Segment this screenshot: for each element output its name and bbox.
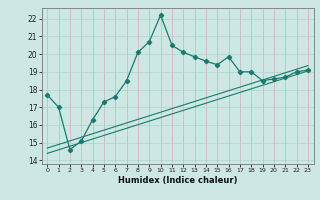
X-axis label: Humidex (Indice chaleur): Humidex (Indice chaleur)	[118, 176, 237, 185]
